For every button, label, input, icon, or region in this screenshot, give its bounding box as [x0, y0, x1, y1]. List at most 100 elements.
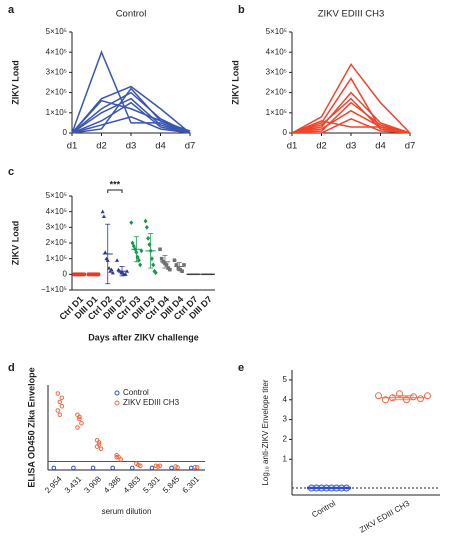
chart-title: ZIKV EDIII CH3 — [318, 9, 385, 20]
y-tick-label: 0 — [63, 128, 68, 137]
series-line — [71, 91, 191, 134]
y-axis-label: ELISA OD450 Zika Envelope — [26, 367, 36, 487]
point — [51, 465, 57, 471]
point — [59, 403, 65, 409]
point — [114, 400, 120, 406]
x-tick-label: d4 — [375, 141, 386, 152]
point — [77, 416, 82, 422]
bracket — [107, 189, 123, 193]
y-tick-label: 5×10⁵ — [46, 191, 67, 200]
y-tick-label: 4×10⁵ — [46, 207, 67, 216]
x-tick-label: d1 — [67, 141, 78, 152]
series-line — [71, 97, 191, 134]
series-line — [291, 120, 411, 134]
annotation: *** — [110, 179, 121, 189]
point — [110, 465, 115, 471]
point — [96, 440, 102, 445]
y-tick-label: 3×10⁵ — [266, 68, 287, 77]
point — [194, 465, 200, 470]
point — [169, 465, 174, 471]
point — [114, 454, 119, 460]
series-line — [71, 87, 191, 134]
y-tick-label: 4×10⁵ — [46, 47, 67, 56]
point — [178, 267, 183, 272]
point — [382, 396, 389, 404]
x-tick-label: 6.301 — [181, 474, 202, 495]
y-tick-label: 3×10⁵ — [46, 68, 67, 77]
point — [151, 262, 156, 268]
y-tick-label: 3×10⁵ — [46, 222, 67, 231]
x-tick-label: ZIKV EDIII CH3 — [358, 498, 411, 534]
x-tick-label: d2 — [96, 141, 107, 152]
y-axis-label: ZIKV Load — [10, 221, 20, 266]
y-tick-label: 1 — [283, 454, 288, 463]
x-tick-label: d4 — [155, 141, 166, 152]
x-tick-label: 4.863 — [122, 474, 143, 495]
panel-label: c — [8, 166, 14, 178]
point — [71, 465, 76, 471]
point — [110, 270, 115, 275]
y-tick-label: 5×10⁵ — [46, 27, 67, 36]
point — [138, 463, 143, 469]
x-tick-label: Control — [310, 499, 337, 520]
panel-label: e — [238, 362, 244, 374]
y-tick-label: 1×10⁵ — [46, 254, 67, 263]
series-line — [291, 91, 411, 134]
x-tick-label: 2.954 — [43, 474, 64, 495]
point — [157, 463, 163, 469]
point — [424, 392, 431, 400]
point — [129, 220, 134, 226]
point — [168, 267, 172, 272]
point — [57, 412, 63, 418]
point — [100, 209, 105, 214]
point — [192, 464, 198, 470]
y-tick-label: 2×10⁵ — [46, 238, 67, 247]
x-tick-label: d3 — [346, 141, 357, 152]
y-tick-label: 2 — [283, 435, 288, 444]
point — [396, 390, 403, 398]
y-tick-label: 1×10⁵ — [266, 108, 287, 117]
y-tick-label: 0 — [283, 128, 288, 137]
series-line — [291, 97, 411, 134]
point — [131, 243, 136, 249]
point — [172, 258, 177, 263]
point — [94, 444, 100, 449]
series-line — [71, 85, 191, 134]
point — [101, 214, 106, 218]
y-tick-label: 3 — [283, 415, 288, 424]
series-line — [71, 116, 191, 134]
point — [90, 465, 96, 471]
point — [77, 414, 82, 420]
point — [79, 420, 84, 426]
y-axis-label: ZIKV Load — [10, 60, 20, 105]
point — [138, 262, 143, 268]
y-tick-label: 0 — [63, 269, 68, 278]
point — [59, 395, 65, 401]
y-tick-label: 2×10⁵ — [46, 88, 67, 97]
series-line — [71, 50, 191, 134]
point — [115, 258, 120, 262]
point — [123, 272, 128, 276]
point — [159, 256, 164, 261]
point — [180, 269, 184, 273]
point — [109, 267, 114, 272]
chart-title: Control — [116, 9, 147, 20]
point — [176, 266, 181, 270]
y-tick-label: 4 — [283, 395, 288, 404]
panel-label: b — [238, 4, 245, 16]
point — [136, 257, 141, 263]
series-line — [71, 101, 191, 134]
point — [103, 250, 108, 254]
y-tick-label: 1×10⁵ — [46, 108, 67, 117]
x-axis-label: Days after ZIKV challenge — [88, 332, 199, 342]
point — [75, 425, 80, 430]
legend-label: ZIKV EDIII CH3 — [123, 398, 180, 407]
point — [146, 235, 151, 241]
point — [164, 263, 169, 267]
point — [375, 392, 382, 400]
legend-label: Control — [123, 388, 149, 397]
x-tick-label: d2 — [316, 141, 327, 152]
point — [55, 408, 61, 413]
point — [55, 391, 61, 396]
